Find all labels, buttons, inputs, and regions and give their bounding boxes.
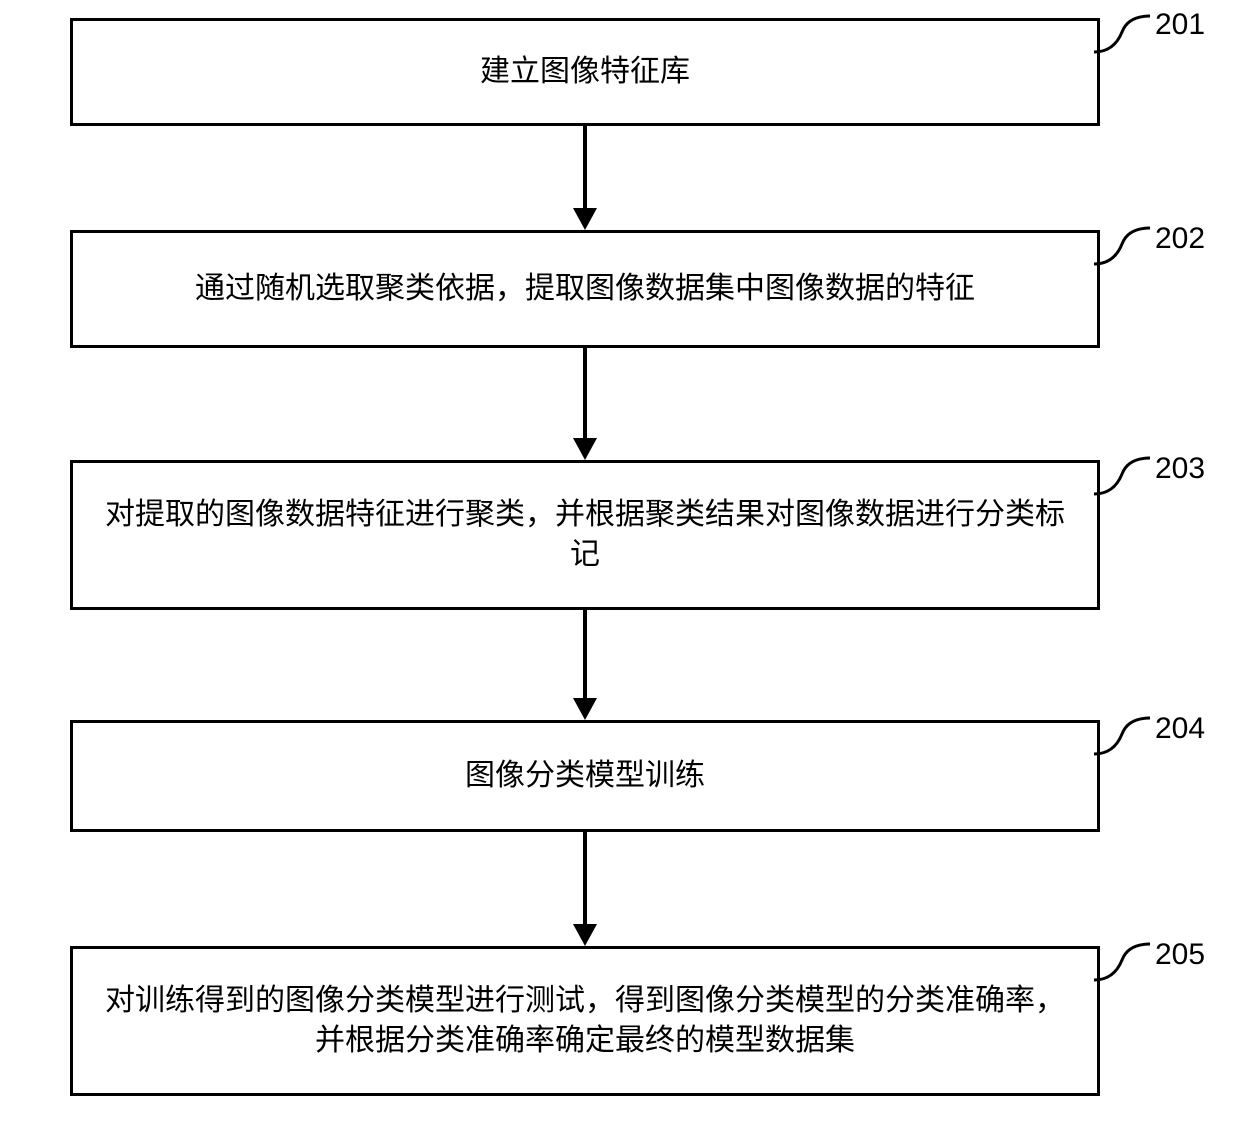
flow-node-text: 对训练得到的图像分类模型进行测试，得到图像分类模型的分类准确率，并根据分类准确率… [93,981,1077,1062]
step-label-203: 203 [1155,452,1205,486]
flow-node-201: 建立图像特征库 [70,18,1100,126]
flowchart-canvas: 建立图像特征库通过随机选取聚类依据，提取图像数据集中图像数据的特征对提取的图像数… [0,0,1240,1122]
flow-node-204: 图像分类模型训练 [70,720,1100,832]
step-bracket [1094,940,1154,984]
arrow-head-icon [573,924,597,946]
step-label-202: 202 [1155,222,1205,256]
flow-node-text: 图像分类模型训练 [465,756,705,797]
arrow-line [583,126,587,208]
step-bracket [1094,714,1154,758]
step-bracket [1094,454,1154,498]
flow-node-202: 通过随机选取聚类依据，提取图像数据集中图像数据的特征 [70,230,1100,348]
arrow-head-icon [573,208,597,230]
flow-node-205: 对训练得到的图像分类模型进行测试，得到图像分类模型的分类准确率，并根据分类准确率… [70,946,1100,1096]
arrow-line [583,610,587,698]
step-label-204: 204 [1155,712,1205,746]
step-label-205: 205 [1155,938,1205,972]
flow-node-203: 对提取的图像数据特征进行聚类，并根据聚类结果对图像数据进行分类标记 [70,460,1100,610]
arrow-line [583,348,587,438]
step-label-201: 201 [1155,8,1205,42]
arrow-line [583,832,587,924]
arrow-head-icon [573,698,597,720]
flow-node-text: 通过随机选取聚类依据，提取图像数据集中图像数据的特征 [195,269,975,310]
arrow-head-icon [573,438,597,460]
flow-node-text: 对提取的图像数据特征进行聚类，并根据聚类结果对图像数据进行分类标记 [93,495,1077,576]
step-bracket [1094,224,1154,268]
step-bracket [1094,12,1154,56]
flow-node-text: 建立图像特征库 [480,52,690,93]
